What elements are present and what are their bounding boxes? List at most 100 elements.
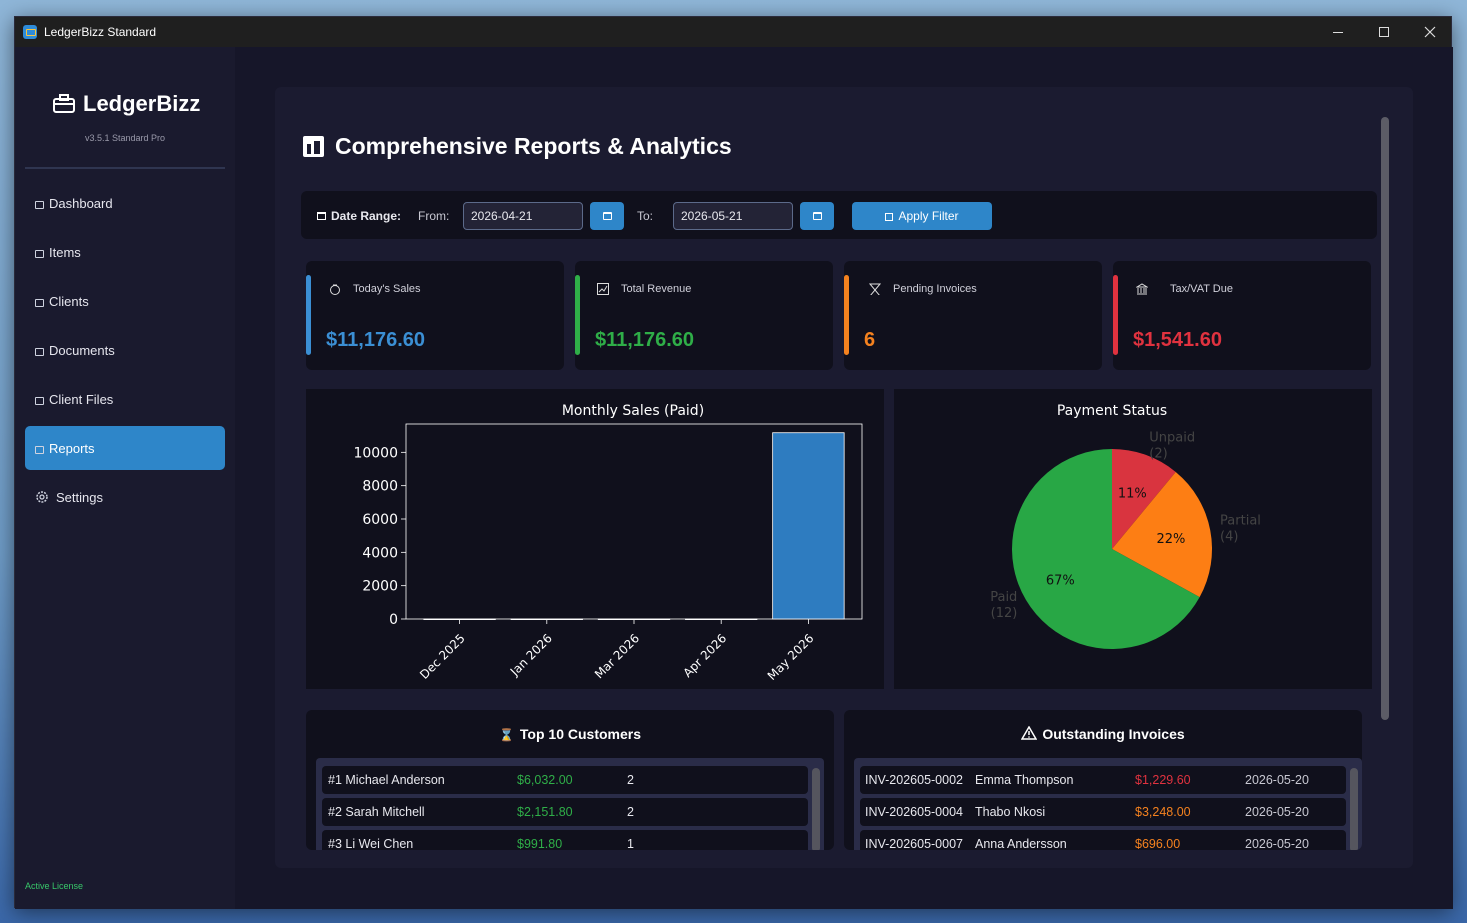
sidebar-item-items[interactable]: Items xyxy=(25,230,225,274)
bar-chart-svg: Monthly Sales (Paid) 0 2000 4000 6000 8000 100… xyxy=(353,403,863,683)
apply-filter-button[interactable]: Apply Filter xyxy=(852,202,992,230)
app-window: LedgerBizz Standard LedgerBizz v3.5.1 St… xyxy=(14,16,1453,909)
invoice-amount: $1,229.60 xyxy=(1135,773,1191,787)
invoice-number: INV-202605-0007 xyxy=(865,837,963,850)
invoice-amount: $3,248.00 xyxy=(1135,805,1191,819)
brand: LedgerBizz xyxy=(53,91,200,117)
pie-chart-svg: Payment Status 11% Unpaid(2) 22% Partial(4) 6… xyxy=(990,403,1261,649)
customer-count: 2 xyxy=(627,805,634,819)
list-item[interactable]: INV-202605-0004 Thabo Nkosi $3,248.00 20… xyxy=(860,798,1346,826)
pie-percent-label: 22% xyxy=(1156,532,1185,547)
clients-icon xyxy=(35,299,44,307)
invoice-client: Thabo Nkosi xyxy=(975,805,1046,819)
sidebar-divider xyxy=(25,167,225,169)
pie-slice-count: (2) xyxy=(1149,447,1167,462)
sidebar: LedgerBizz v3.5.1 Standard Pro Dashboard… xyxy=(15,47,235,909)
x-tick-label: May 2026 xyxy=(765,631,817,683)
window-title: LedgerBizz Standard xyxy=(44,25,157,39)
list-item[interactable]: INV-202605-0007 Anna Andersson $696.00 2… xyxy=(860,830,1346,850)
customer-name: #3 Li Wei Chen xyxy=(328,837,414,850)
dashboard-icon xyxy=(35,201,44,209)
card-accent-bar xyxy=(844,275,849,355)
title-bar: LedgerBizz Standard xyxy=(15,17,1451,47)
sidebar-item-label: Reports xyxy=(49,440,95,456)
minimize-button[interactable] xyxy=(1315,17,1361,47)
close-button[interactable] xyxy=(1407,17,1453,47)
card-label-text: Total Revenue xyxy=(621,283,692,295)
invoice-client: Emma Thompson xyxy=(975,773,1074,787)
sidebar-item-clients[interactable]: Clients xyxy=(25,279,225,323)
card-label-text: Tax/VAT Due xyxy=(1170,283,1233,295)
pie-slice-count: (4) xyxy=(1220,529,1238,544)
card-label: Total Revenue xyxy=(597,283,691,295)
list-item[interactable]: #1 Michael Anderson $6,032.00 2 xyxy=(322,766,808,794)
panel-scrollbar[interactable] xyxy=(1381,117,1389,720)
card-accent-bar xyxy=(1113,275,1118,355)
card-value: $11,176.60 xyxy=(326,329,425,351)
date-range-text: Date Range: xyxy=(331,209,402,223)
top-customers-heading: ⌛ Top 10 Customers xyxy=(306,726,834,742)
to-calendar-button[interactable] xyxy=(800,202,834,230)
list-item[interactable]: #2 Sarah Mitchell $2,151.80 2 xyxy=(322,798,808,826)
from-label: From: xyxy=(418,209,450,223)
list-scrollbar[interactable] xyxy=(812,768,820,850)
bar xyxy=(772,432,845,620)
outstanding-invoices-heading: Outstanding Invoices xyxy=(844,725,1362,742)
card-label: Pending Invoices xyxy=(869,283,977,295)
customer-amount: $2,151.80 xyxy=(517,805,573,819)
brand-name: LedgerBizz xyxy=(83,91,201,116)
to-date-input[interactable]: 2026-05-21 xyxy=(673,202,793,230)
list-item[interactable]: #3 Li Wei Chen $991.80 1 xyxy=(322,830,808,850)
card-label-text: Pending Invoices xyxy=(893,283,977,295)
top-customers-title: Top 10 Customers xyxy=(519,726,642,742)
x-tick-label: Dec 2025 xyxy=(417,631,468,682)
from-date-input[interactable]: 2026-04-21 xyxy=(463,202,583,230)
to-label: To: xyxy=(637,209,654,223)
card-value: 6 xyxy=(864,329,876,351)
list-scrollbar[interactable] xyxy=(1350,768,1358,850)
invoice-date: 2026-05-20 xyxy=(1245,837,1309,850)
card-label-text: Today's Sales xyxy=(353,283,421,295)
sidebar-item-dashboard[interactable]: Dashboard xyxy=(25,181,225,225)
outstanding-invoices-list: INV-202605-0002 Emma Thompson $1,229.60 … xyxy=(854,758,1362,850)
page-title-text: Comprehensive Reports & Analytics xyxy=(335,133,732,159)
card-accent-bar xyxy=(306,275,311,355)
invoice-date: 2026-05-20 xyxy=(1245,805,1309,819)
main-area: Comprehensive Reports & Analytics Date R… xyxy=(235,47,1453,909)
card-todays-sales: Today's Sales $11,176.60 xyxy=(306,261,564,370)
list-item[interactable]: INV-202605-0002 Emma Thompson $1,229.60 … xyxy=(860,766,1346,794)
y-tick-label: 0 xyxy=(389,612,398,628)
maximize-button[interactable] xyxy=(1361,17,1407,47)
sidebar-item-label: Items xyxy=(49,244,81,260)
from-calendar-button[interactable] xyxy=(590,202,624,230)
app-icon xyxy=(23,25,37,39)
invoice-date: 2026-05-20 xyxy=(1245,773,1309,787)
monthly-sales-chart: Monthly Sales (Paid) 0 2000 4000 6000 8000 100… xyxy=(306,389,884,689)
pie-slice-label: Paid xyxy=(990,590,1017,605)
sidebar-item-settings[interactable]: Settings xyxy=(25,475,225,519)
sidebar-item-label: Client Files xyxy=(49,391,114,407)
warning-icon xyxy=(1021,725,1038,740)
chart-title: Payment Status xyxy=(1057,403,1167,419)
outstanding-invoices-title: Outstanding Invoices xyxy=(1042,726,1185,742)
app-version: v3.5.1 Standard Pro xyxy=(84,133,166,143)
sidebar-item-client-files[interactable]: Client Files xyxy=(25,377,225,421)
calendar-icon xyxy=(317,212,326,220)
invoice-number: INV-202605-0002 xyxy=(865,773,963,787)
filter-icon xyxy=(885,213,894,221)
top-customers-list: #1 Michael Anderson $6,032.00 2 #2 Sarah… xyxy=(316,758,824,850)
bank-icon xyxy=(1136,283,1148,295)
customer-amount: $6,032.00 xyxy=(517,773,573,787)
customer-count: 1 xyxy=(627,837,634,850)
documents-icon xyxy=(35,348,44,356)
card-label: Tax/VAT Due xyxy=(1136,283,1233,295)
sidebar-item-reports[interactable]: Reports xyxy=(25,426,225,470)
sidebar-item-documents[interactable]: Documents xyxy=(25,328,225,372)
y-tick-label: 10000 xyxy=(353,445,398,461)
payment-status-chart: Payment Status 11% Unpaid (2) 22% Partial (4) 6… xyxy=(894,389,1372,689)
invoice-amount: $696.00 xyxy=(1135,837,1181,850)
calendar-icon xyxy=(812,212,822,220)
customer-amount: $991.80 xyxy=(517,837,563,850)
card-accent-bar xyxy=(575,275,580,355)
sidebar-item-label: Clients xyxy=(49,293,89,309)
